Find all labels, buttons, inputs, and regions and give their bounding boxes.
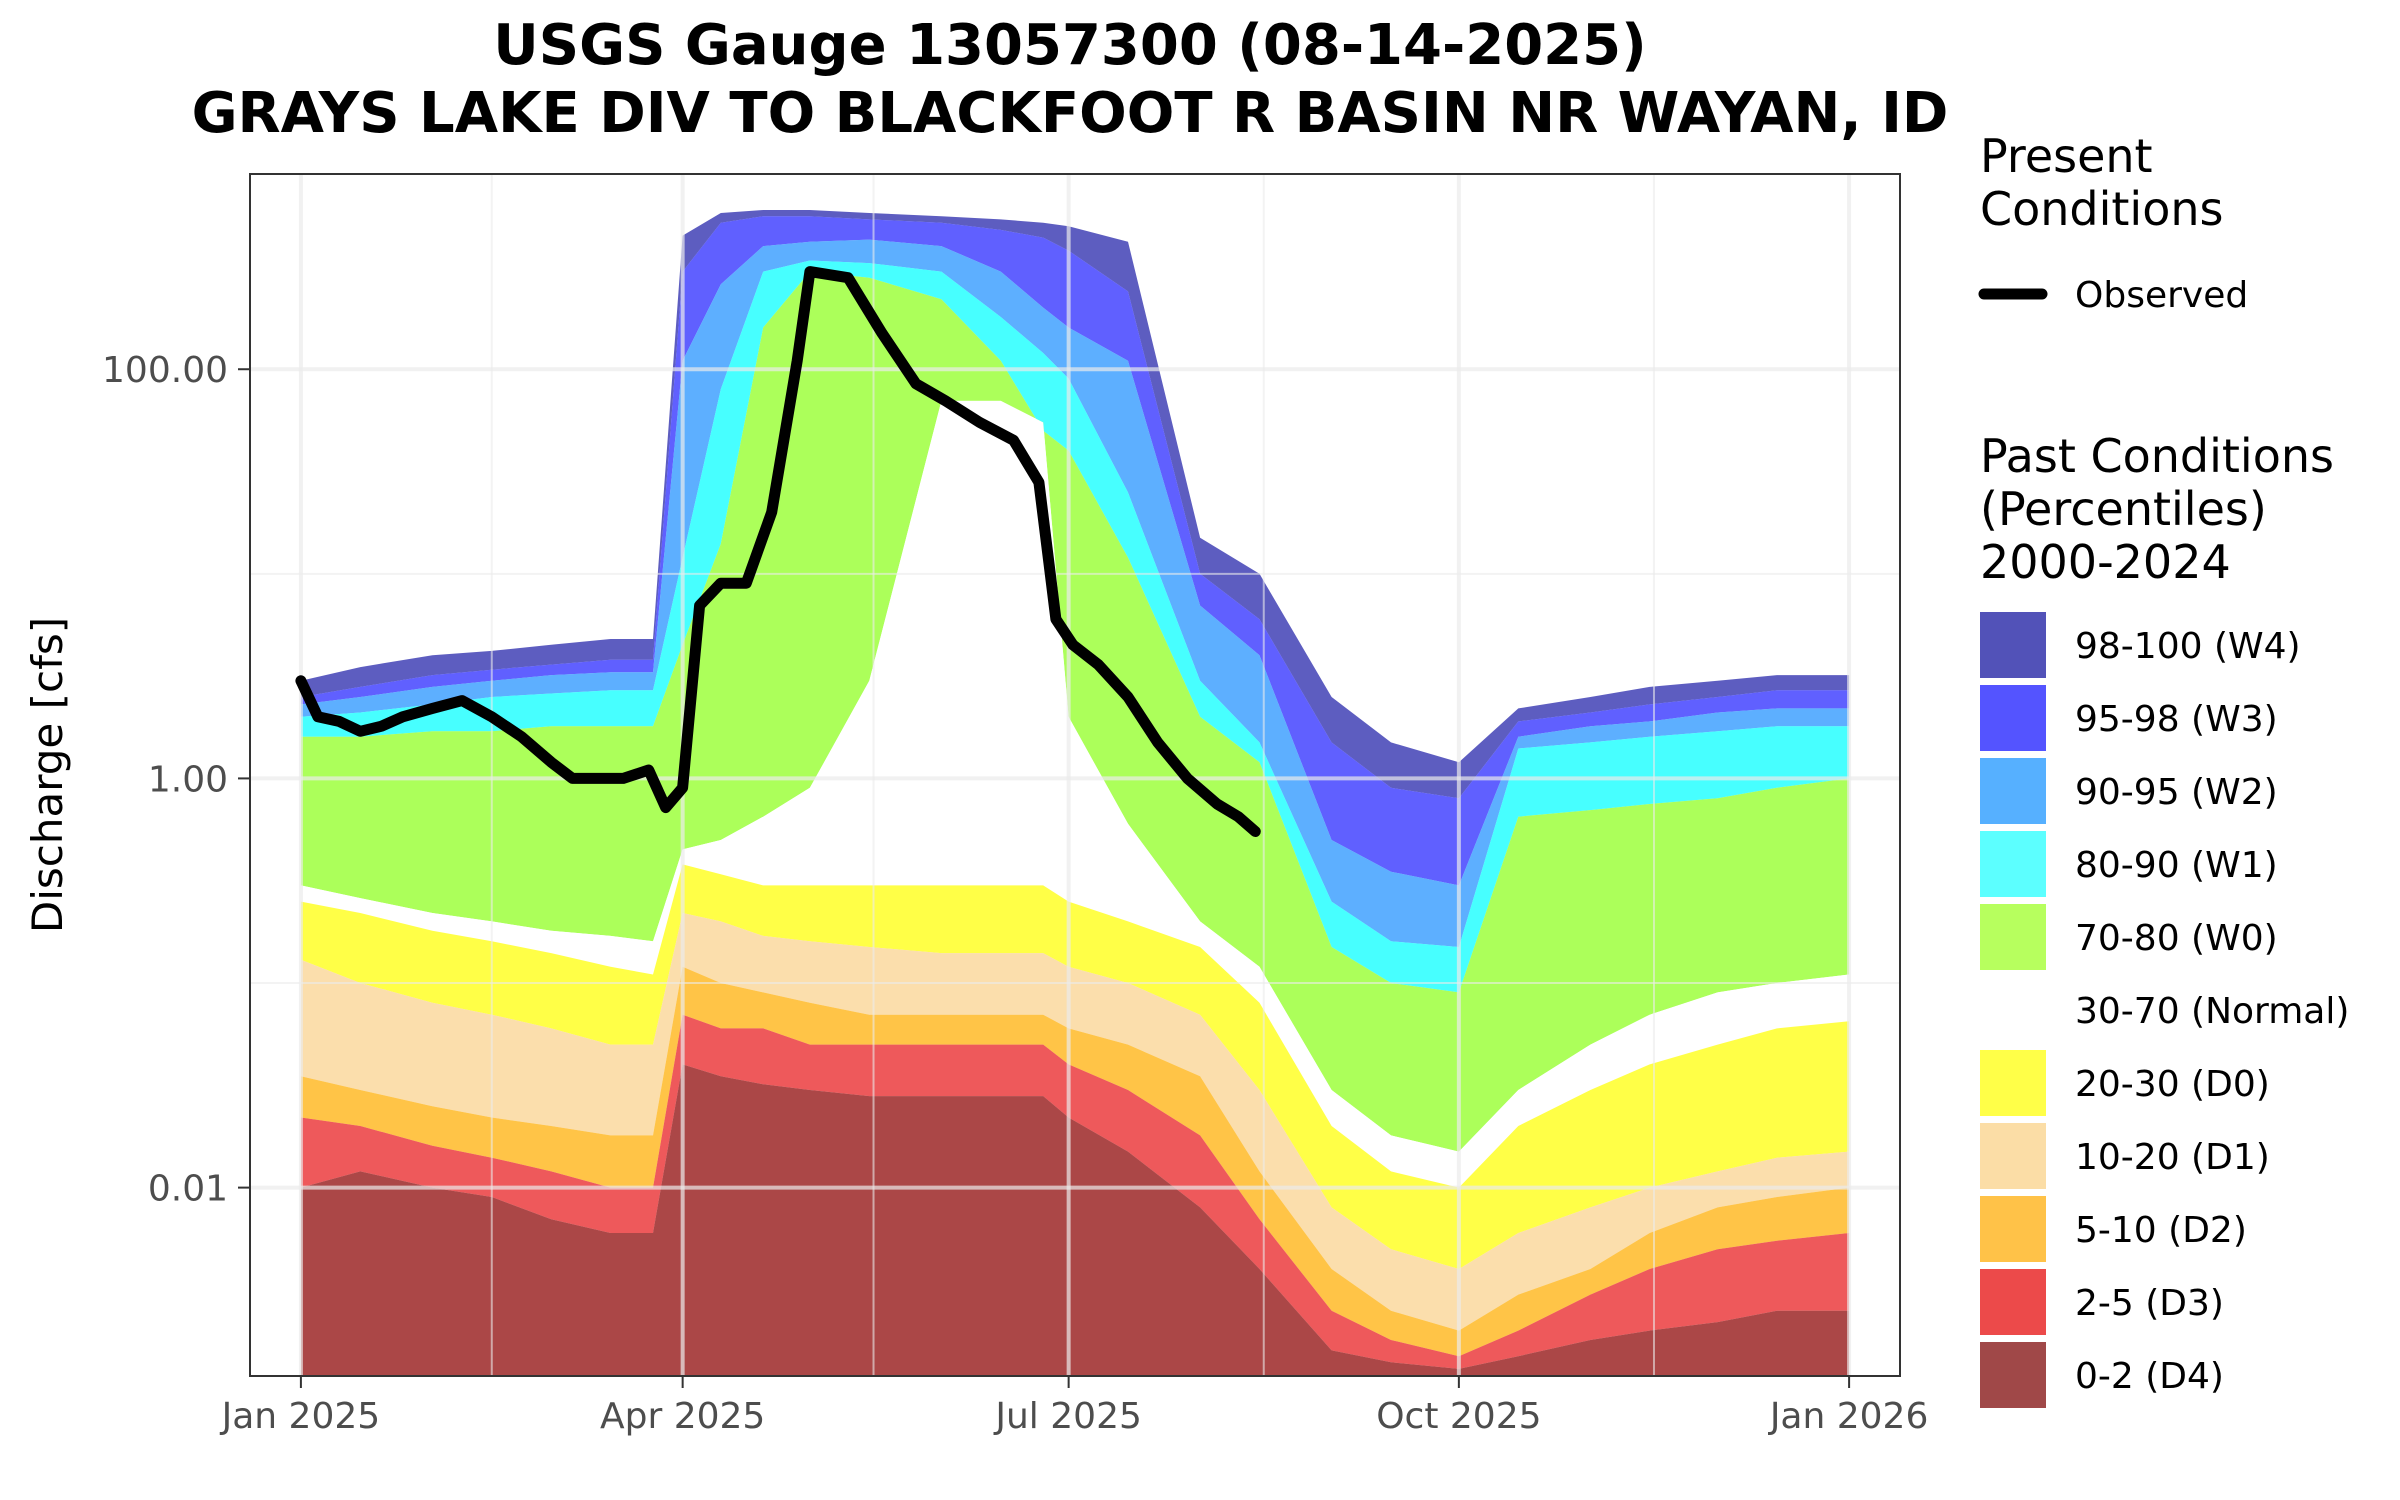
legend-swatch: [1980, 904, 2046, 970]
legend-item-label: 98-100 (W4): [2075, 626, 2301, 667]
plot-area: [300, 210, 1850, 1376]
y-tick-label: 1.00: [148, 759, 228, 800]
legend-swatch: [1980, 1196, 2046, 1262]
y-tick-label: 100.00: [102, 350, 228, 391]
band-10-20-d1: [300, 913, 1850, 1331]
chart-title: USGS Gauge 13057300 (08-14-2025): [493, 13, 1646, 78]
band-90-95-w2: [300, 239, 1850, 948]
y-axis-label: Discharge [cfs]: [23, 617, 72, 933]
plot-border: [249, 173, 1901, 1377]
legend-item-label: 20-30 (D0): [2075, 1064, 2270, 1105]
legend-swatch: [1980, 758, 2046, 824]
x-tick-label: Apr 2025: [600, 1396, 765, 1437]
legend-items: 98-100 (W4) 95-98 (W3) 90-95 (W2) 80-90 (W1…: [1980, 612, 2349, 1408]
legend-item-label: 80-90 (W1): [2075, 845, 2278, 886]
band-70-80-w0: [300, 271, 1850, 1152]
band-0-2-d4: [300, 1064, 1850, 1376]
legend-observed-label: Observed: [2075, 275, 2248, 316]
x-tick-label: Jan 2025: [220, 1396, 381, 1437]
legend-swatch: [1980, 977, 2046, 1043]
legend: Present Conditions Observed Past Conditi…: [1978, 129, 2349, 1408]
band-20-30-d0: [300, 864, 1850, 1269]
legend-past-title-line1: Past Conditions: [1980, 429, 2334, 483]
y-axis: 0.01 1.00 100.00: [102, 350, 250, 1210]
legend-swatch: [1980, 1123, 2046, 1189]
legend-swatch: [1980, 1269, 2046, 1335]
legend-item-label: 95-98 (W3): [2075, 699, 2278, 740]
band-5-10-d2: [300, 966, 1850, 1357]
x-tick-label: Jul 2025: [993, 1396, 1142, 1437]
observed-line: [295, 266, 1261, 837]
legend-item-label: 90-95 (W2): [2075, 772, 2278, 813]
legend-item-label: 5-10 (D2): [2075, 1210, 2247, 1251]
x-axis: Jan 2025 Apr 2025 Jul 2025 Oct 2025 Jan 2026: [220, 1376, 1929, 1437]
band-80-90-w1: [300, 260, 1850, 993]
legend-item-label: 10-20 (D1): [2075, 1137, 2270, 1178]
legend-swatch: [1980, 831, 2046, 897]
legend-present-title-line2: Conditions: [1980, 182, 2223, 236]
chart-subtitle: GRAYS LAKE DIV TO BLACKFOOT R BASIN NR W…: [192, 81, 1949, 146]
legend-swatch: [1980, 612, 2046, 678]
legend-item-label: 70-80 (W0): [2075, 918, 2278, 959]
grid-lines: [250, 174, 1900, 1376]
legend-past-title-line2: (Percentiles): [1980, 482, 2267, 536]
legend-item-label: 0-2 (D4): [2075, 1356, 2224, 1397]
legend-swatch: [1980, 685, 2046, 751]
legend-item-label: 2-5 (D3): [2075, 1283, 2224, 1324]
band-2-5-d3: [300, 1014, 1850, 1369]
legend-item-label: 30-70 (Normal): [2075, 991, 2349, 1032]
legend-present-title-line1: Present: [1980, 129, 2153, 183]
band-30-70-normal: [300, 400, 1850, 1188]
legend-past-title-line3: 2000-2024: [1980, 535, 2231, 589]
x-tick-label: Oct 2025: [1376, 1396, 1541, 1437]
legend-swatch: [1980, 1342, 2046, 1408]
y-tick-label: 0.01: [148, 1169, 228, 1210]
legend-swatch: [1980, 1050, 2046, 1116]
observed-series: [295, 266, 1261, 837]
x-tick-label: Jan 2026: [1768, 1396, 1929, 1437]
